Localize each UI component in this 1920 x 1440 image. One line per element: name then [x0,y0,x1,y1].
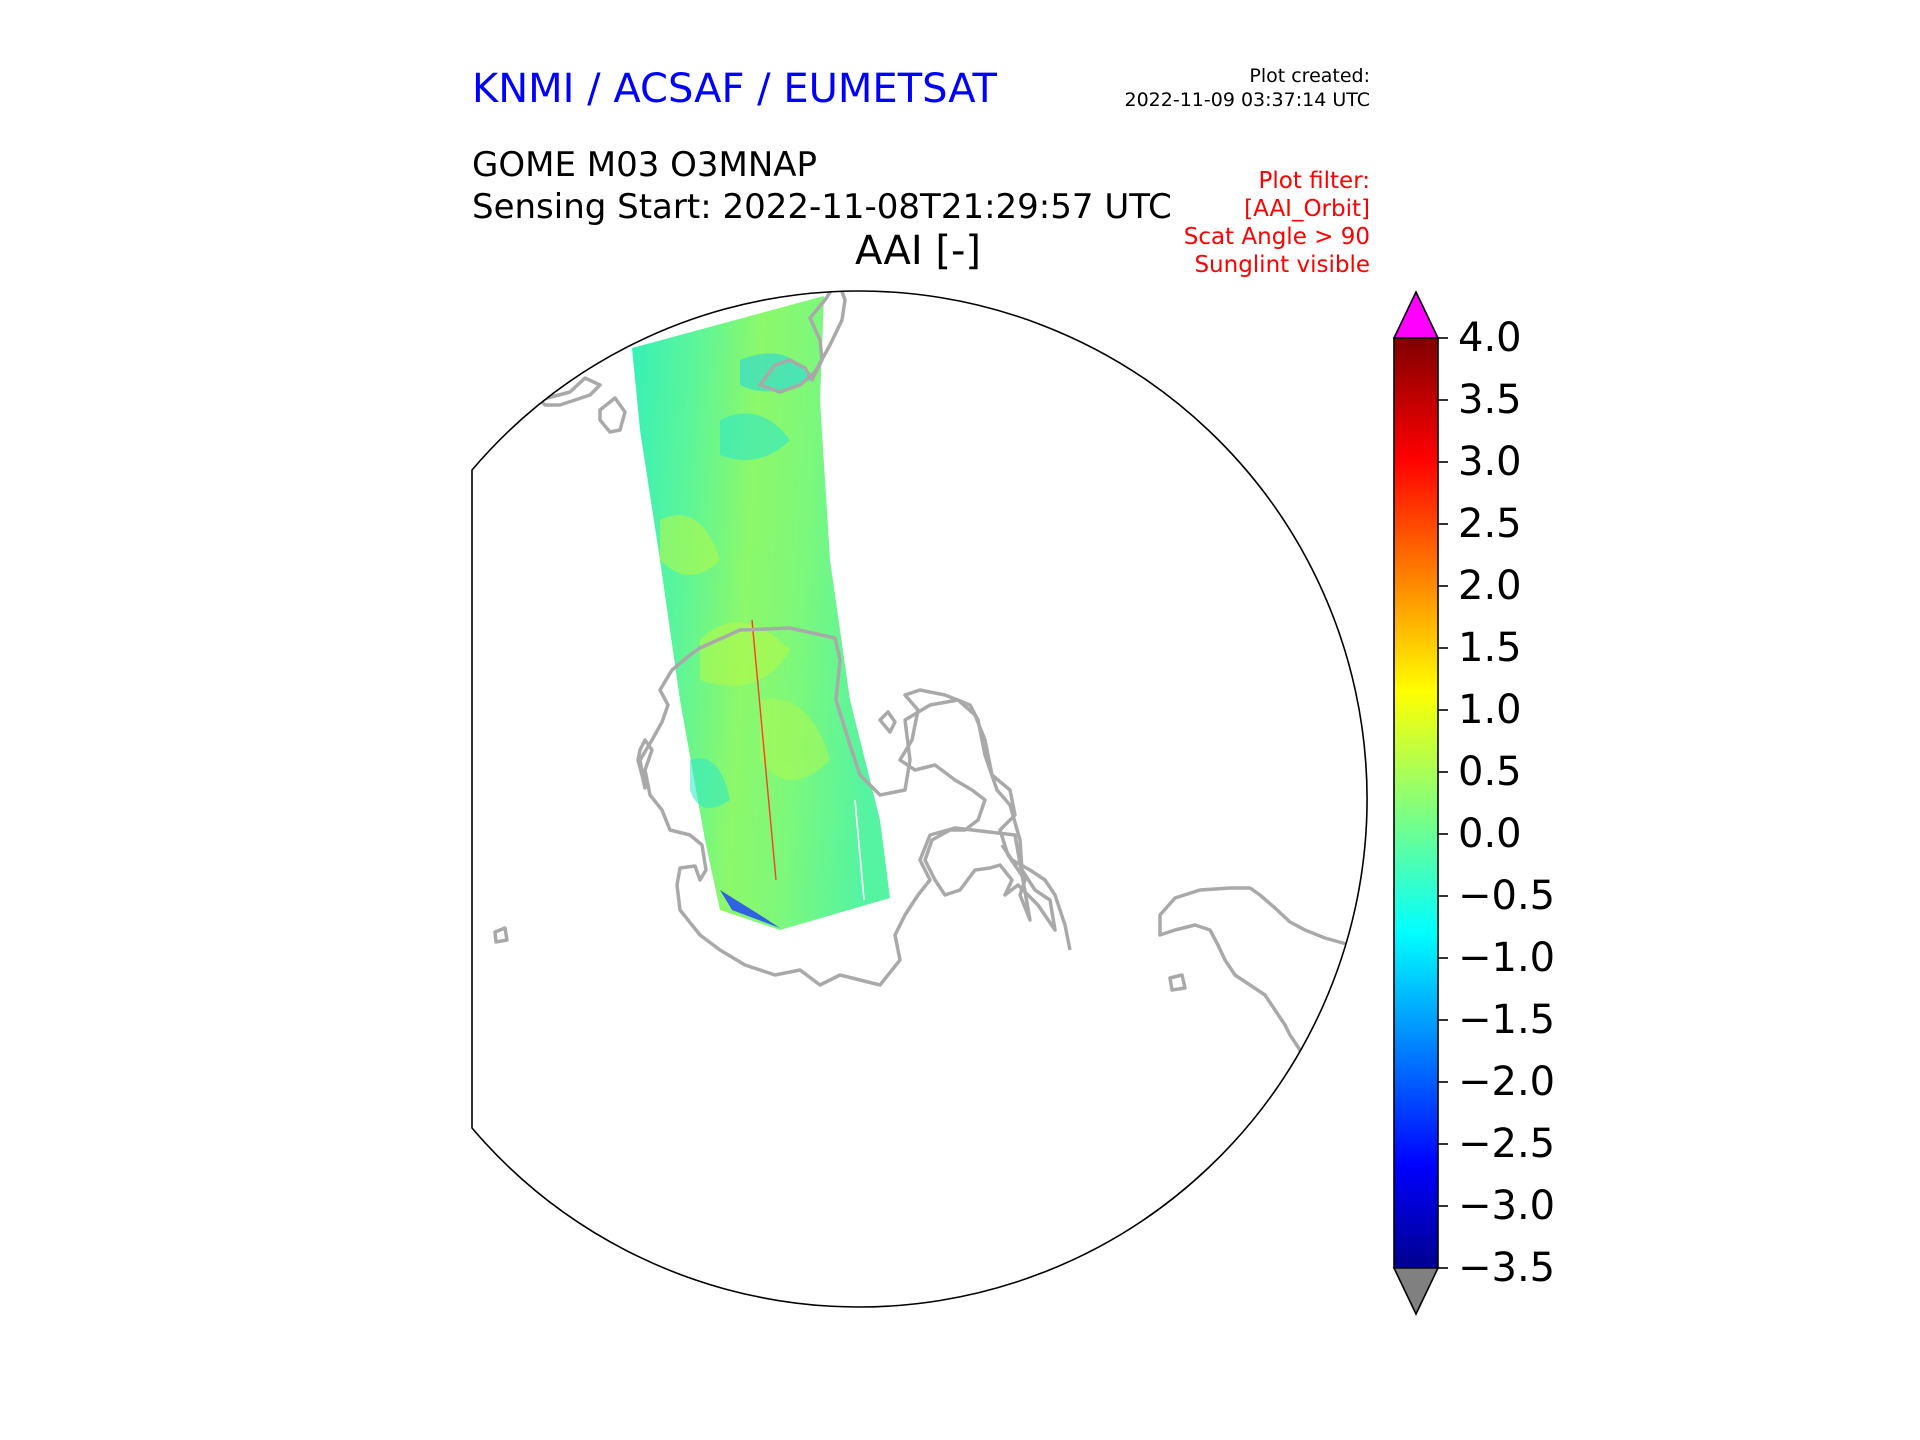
swath-red-stripe [751,619,777,881]
falkland-island [1168,973,1187,992]
filter-line-2: Scat Angle > 90 [1183,224,1370,250]
sensing-start: Sensing Start: 2022-11-08T21:29:57 UTC [472,187,1172,227]
plot-created-info: Plot created: 2022-11-09 03:37:14 UTC [1125,64,1371,112]
madagascar [598,396,627,434]
colorbar-tick-label: 1.5 [1458,625,1522,671]
small-island-left [493,926,509,944]
colorbar-extend-max [1392,290,1440,339]
filter-line-1: [AAI_Orbit] [1244,196,1370,222]
colorbar [1392,290,1448,1316]
australia-coast [758,291,847,394]
swath-edge-blue [720,890,780,928]
colorbar-tick-label: 3.5 [1458,377,1522,423]
antarctica-coast [636,626,1032,987]
colorbar-tick-label: −1.0 [1458,935,1556,981]
plot-created-label: Plot created: [1249,65,1370,87]
ross-ice-edge [1000,844,1072,951]
colorbar-tick-label: 2.5 [1458,501,1522,547]
colorbar-tick-label: −1.5 [1458,997,1556,1043]
colorbar-tick-label: −2.5 [1458,1121,1556,1167]
colorbar-tick-label: 4.0 [1458,315,1522,361]
colorbar-tick-marks [1438,337,1448,1269]
colorbar-tick-label: 0.0 [1458,811,1522,857]
colorbar-tick-label: −3.0 [1458,1183,1556,1229]
nz-coast [878,710,897,734]
colorbar-tick-label: 3.0 [1458,439,1522,485]
colorbar-tick-label: −3.5 [1458,1245,1556,1291]
peninsula-region [898,688,1057,932]
variable-title: AAI [-] [855,228,981,274]
swath-texture [660,353,830,808]
organization-title: KNMI / ACSAF / EUMETSAT [472,66,997,112]
map-boundary [471,290,1368,1308]
colorbar-tick-label: 2.0 [1458,563,1522,609]
plot-created-time: 2022-11-09 03:37:14 UTC [1124,89,1371,111]
colorbar-gradient [1393,337,1439,1269]
filter-line-0: Plot filter: [1258,168,1370,194]
colorbar-tick-label: 1.0 [1458,687,1522,733]
product-title: GOME M03 O3MNAP [472,145,818,185]
map-disk-content [472,291,1368,1307]
filter-line-3: Sunglint visible [1194,252,1370,278]
swath-white-stripe [854,799,865,901]
colorbar-tick-label: −0.5 [1458,873,1556,919]
plot-filter-info: Plot filter: [AAI_Orbit] Scat Angle > 90… [1184,167,1370,279]
colorbar-tick-label: −2.0 [1458,1059,1556,1105]
colorbar-tick-label: 0.5 [1458,749,1522,795]
colorbar-extend-min [1392,1267,1440,1316]
africa-tip [538,376,602,407]
